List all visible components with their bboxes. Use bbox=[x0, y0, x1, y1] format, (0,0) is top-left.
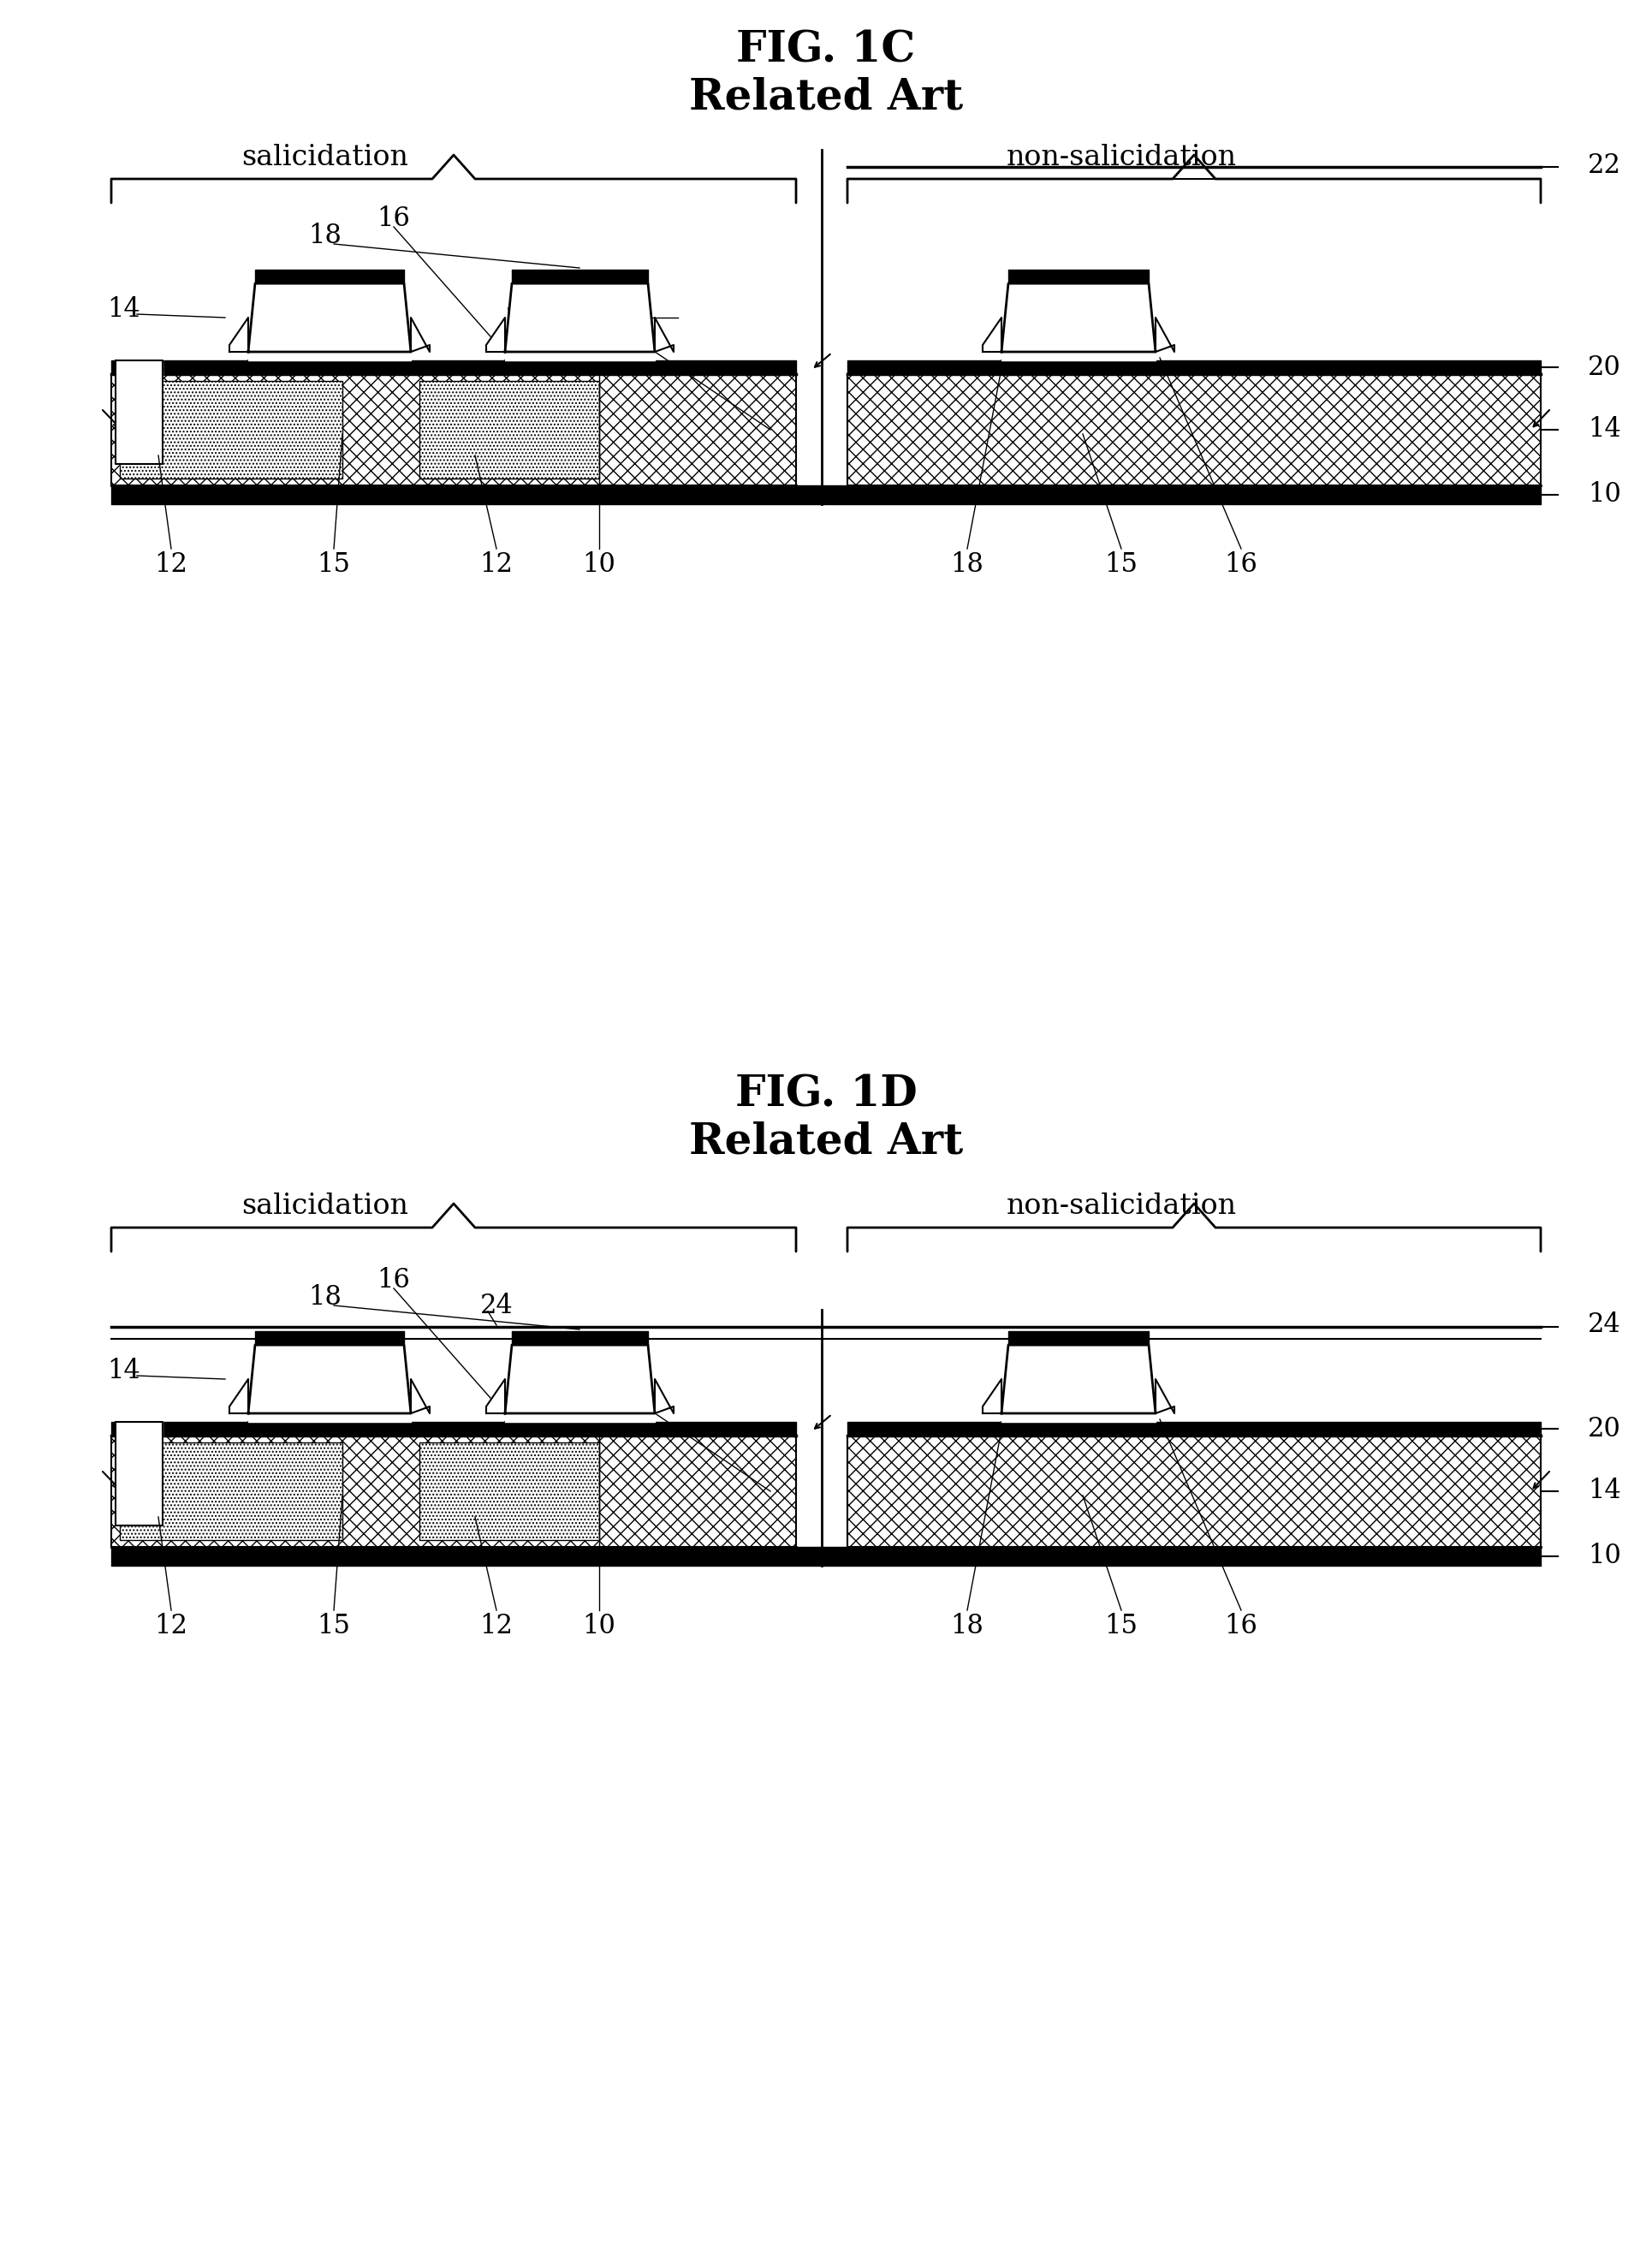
Polygon shape bbox=[654, 318, 674, 352]
Bar bbox=[111, 374, 796, 484]
Text: 16: 16 bbox=[1224, 1612, 1257, 1639]
Polygon shape bbox=[506, 282, 654, 352]
Text: FIG. 1D: FIG. 1D bbox=[735, 1074, 917, 1117]
Bar bbox=[847, 1435, 1541, 1547]
Text: 12: 12 bbox=[155, 552, 188, 578]
Polygon shape bbox=[486, 1379, 506, 1412]
Text: 22: 22 bbox=[1588, 152, 1621, 179]
Text: 16: 16 bbox=[1224, 552, 1257, 578]
Polygon shape bbox=[230, 1379, 248, 1412]
Bar bbox=[420, 1442, 600, 1540]
Polygon shape bbox=[983, 1379, 1001, 1412]
Polygon shape bbox=[506, 1345, 654, 1412]
Text: 10: 10 bbox=[1588, 1542, 1621, 1569]
Polygon shape bbox=[654, 1379, 674, 1412]
Text: 18: 18 bbox=[309, 1285, 342, 1309]
Text: 18: 18 bbox=[309, 222, 342, 249]
Polygon shape bbox=[411, 1379, 430, 1412]
Polygon shape bbox=[1155, 318, 1175, 352]
Bar bbox=[121, 381, 342, 478]
Text: 14: 14 bbox=[107, 296, 140, 323]
Text: 12: 12 bbox=[479, 1612, 514, 1639]
Text: non-salicidation: non-salicidation bbox=[1006, 143, 1236, 170]
Text: 18: 18 bbox=[950, 1612, 985, 1639]
Text: 16: 16 bbox=[377, 204, 410, 231]
Text: 15: 15 bbox=[1105, 552, 1138, 578]
Text: FIG. 1C: FIG. 1C bbox=[737, 29, 915, 72]
Text: 20: 20 bbox=[506, 305, 539, 332]
Bar bbox=[420, 381, 600, 478]
Text: 18: 18 bbox=[950, 552, 985, 578]
Bar bbox=[111, 1435, 796, 1547]
Text: 15: 15 bbox=[1105, 1612, 1138, 1639]
Text: 10: 10 bbox=[1588, 482, 1621, 509]
Text: 14: 14 bbox=[1588, 1477, 1621, 1504]
Text: 20: 20 bbox=[1588, 354, 1621, 381]
Text: non-salicidation: non-salicidation bbox=[1006, 1193, 1236, 1220]
Polygon shape bbox=[1001, 282, 1155, 352]
Bar bbox=[121, 1442, 342, 1540]
Text: 15: 15 bbox=[317, 1612, 350, 1639]
Text: 10: 10 bbox=[583, 1612, 616, 1639]
Polygon shape bbox=[230, 318, 248, 352]
Text: 12: 12 bbox=[479, 552, 514, 578]
Polygon shape bbox=[248, 282, 411, 352]
Text: 14: 14 bbox=[583, 1359, 616, 1386]
Text: 12: 12 bbox=[155, 1612, 188, 1639]
Text: 24: 24 bbox=[1588, 1312, 1621, 1338]
Text: 14: 14 bbox=[1588, 417, 1621, 444]
Polygon shape bbox=[1001, 1345, 1155, 1412]
Text: 14: 14 bbox=[583, 296, 616, 323]
Polygon shape bbox=[486, 318, 506, 352]
Bar bbox=[847, 374, 1541, 484]
Polygon shape bbox=[411, 318, 430, 352]
Text: Related Art: Related Art bbox=[689, 1121, 963, 1164]
Text: salicidation: salicidation bbox=[241, 1193, 408, 1220]
Text: 16: 16 bbox=[377, 1267, 410, 1294]
Text: 14: 14 bbox=[107, 1359, 140, 1386]
Text: 10: 10 bbox=[583, 552, 616, 578]
Polygon shape bbox=[116, 361, 162, 464]
Polygon shape bbox=[116, 1421, 162, 1525]
Polygon shape bbox=[983, 318, 1001, 352]
Text: 15: 15 bbox=[317, 552, 350, 578]
Text: 24: 24 bbox=[479, 1291, 514, 1318]
Polygon shape bbox=[1155, 1379, 1175, 1412]
Text: 20: 20 bbox=[1588, 1415, 1621, 1442]
Polygon shape bbox=[248, 1345, 411, 1412]
Text: Related Art: Related Art bbox=[689, 76, 963, 119]
Text: salicidation: salicidation bbox=[241, 143, 408, 170]
